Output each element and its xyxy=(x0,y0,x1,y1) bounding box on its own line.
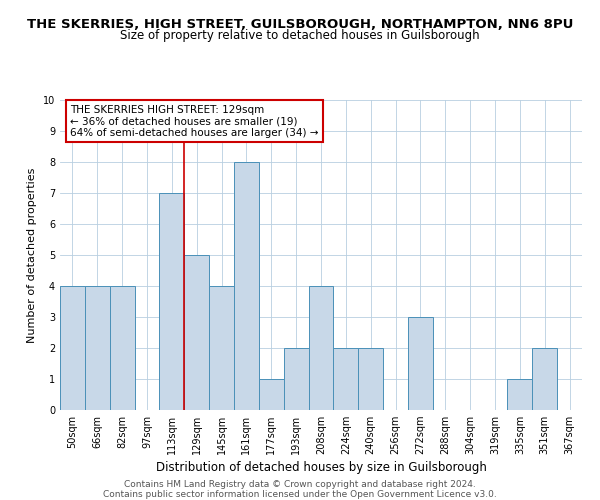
Y-axis label: Number of detached properties: Number of detached properties xyxy=(28,168,37,342)
Bar xyxy=(85,286,110,410)
Bar xyxy=(234,162,259,410)
Bar xyxy=(110,286,134,410)
Text: Size of property relative to detached houses in Guilsborough: Size of property relative to detached ho… xyxy=(120,29,480,42)
Text: THE SKERRIES HIGH STREET: 129sqm
← 36% of detached houses are smaller (19)
64% o: THE SKERRIES HIGH STREET: 129sqm ← 36% o… xyxy=(70,104,319,138)
Bar xyxy=(334,348,358,410)
Bar xyxy=(532,348,557,410)
Bar xyxy=(60,286,85,410)
Text: Contains public sector information licensed under the Open Government Licence v3: Contains public sector information licen… xyxy=(103,490,497,499)
Bar xyxy=(284,348,308,410)
Bar xyxy=(184,255,209,410)
Text: THE SKERRIES, HIGH STREET, GUILSBOROUGH, NORTHAMPTON, NN6 8PU: THE SKERRIES, HIGH STREET, GUILSBOROUGH,… xyxy=(27,18,573,30)
Bar xyxy=(209,286,234,410)
Bar xyxy=(259,379,284,410)
Text: Contains HM Land Registry data © Crown copyright and database right 2024.: Contains HM Land Registry data © Crown c… xyxy=(124,480,476,489)
Bar xyxy=(408,317,433,410)
Bar xyxy=(160,193,184,410)
X-axis label: Distribution of detached houses by size in Guilsborough: Distribution of detached houses by size … xyxy=(155,462,487,474)
Bar xyxy=(308,286,334,410)
Bar xyxy=(358,348,383,410)
Bar xyxy=(508,379,532,410)
